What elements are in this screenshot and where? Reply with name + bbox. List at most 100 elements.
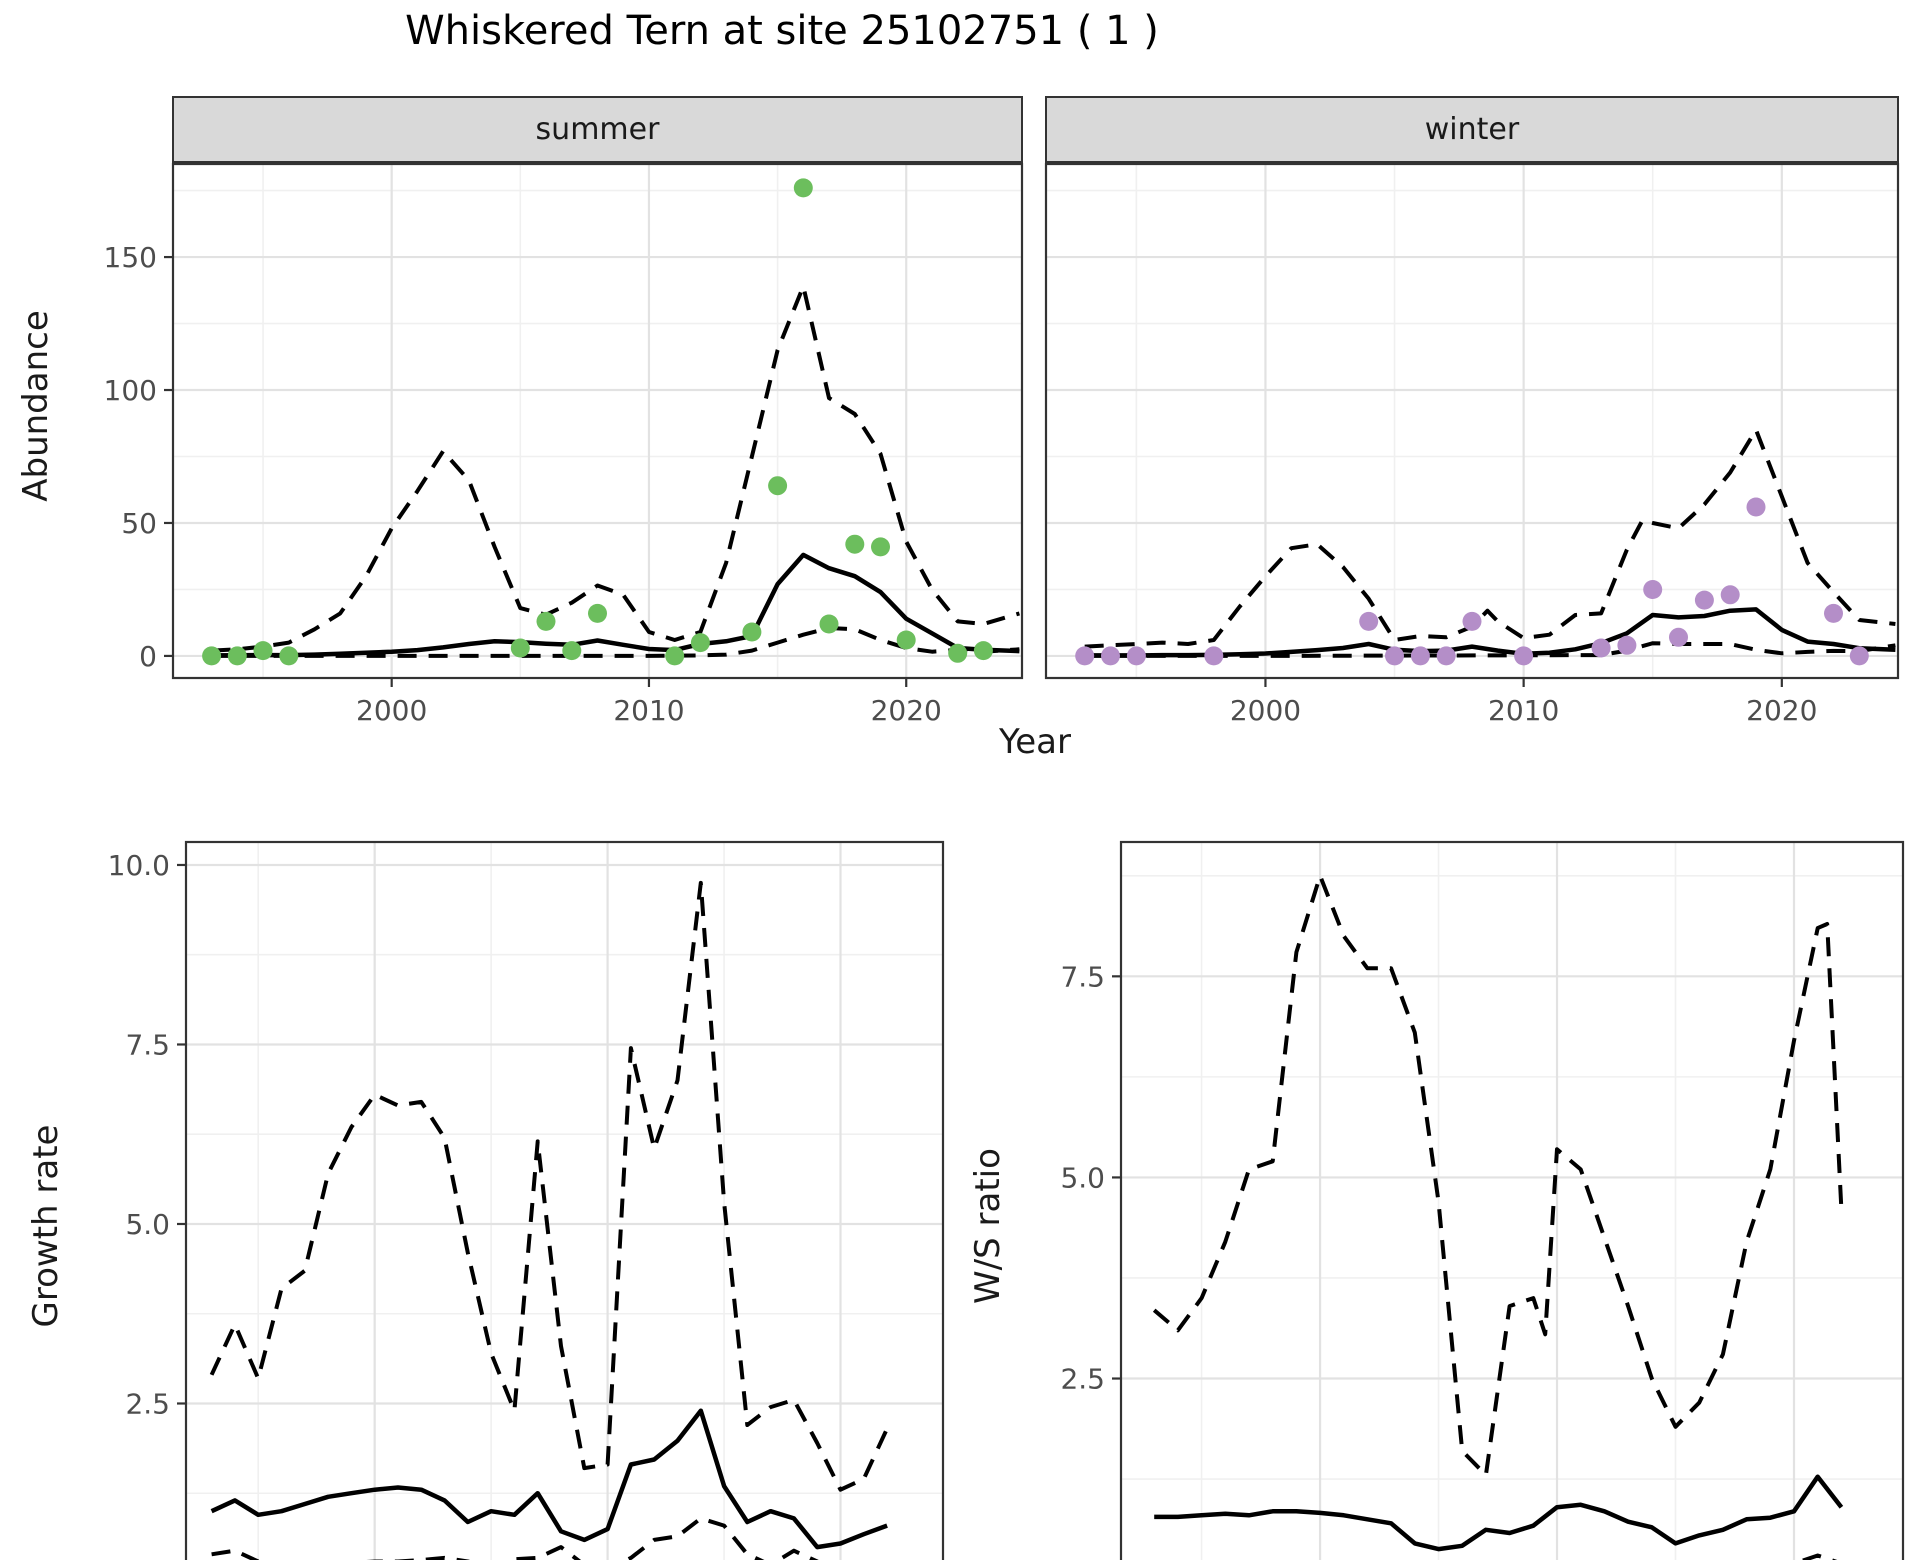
data-point	[536, 611, 556, 631]
gridlines-minor	[1046, 164, 1898, 678]
y-axis-title-growth-rate: Growth rate	[26, 1124, 66, 1328]
data-point	[510, 638, 530, 658]
facet-strip-winter	[1045, 96, 1899, 163]
y-axis-title-abundance: Abundance	[16, 310, 56, 502]
series-upper_ci	[1084, 427, 1896, 649]
y-tick-label: 50	[121, 507, 157, 540]
panel-background	[1046, 164, 1898, 678]
x-tick-label: 2020	[1746, 694, 1817, 727]
facet-strip-summer	[172, 96, 1023, 163]
series-median	[1154, 1474, 1844, 1552]
data-point	[1617, 635, 1637, 655]
data-point	[793, 178, 813, 198]
data-point	[742, 622, 762, 642]
data-point	[227, 646, 247, 666]
series-lower_ci	[211, 1516, 819, 1560]
data-point	[1694, 590, 1714, 610]
y-tick-label: 0	[139, 640, 157, 673]
y-tick-label: 5.0	[125, 1208, 170, 1241]
x-axis-title-year-top: Year	[999, 722, 1071, 762]
series-upper_ci	[211, 284, 1020, 653]
x-tick-label: 2010	[1488, 694, 1559, 727]
data-point	[948, 643, 968, 663]
data-point	[1462, 611, 1482, 631]
series-median	[210, 1408, 888, 1550]
panel-abundance-winter: 2000 2010 2020	[1044, 96, 1900, 727]
data-point	[1101, 646, 1120, 666]
facet-strip-label-summer: summer	[535, 112, 660, 147]
data-point	[973, 641, 993, 661]
y-tick-label: 7.5	[125, 1028, 170, 1061]
observation-points	[202, 178, 993, 666]
series-lower_ci	[1084, 641, 1896, 658]
series-upper_ci	[1152, 873, 1844, 1478]
data-point	[1746, 497, 1766, 517]
x-tick-label: 2010	[613, 694, 684, 727]
data-point	[896, 630, 916, 650]
y-tick-label: 7.5	[1060, 960, 1105, 993]
data-point	[1824, 603, 1843, 623]
data-point	[1436, 646, 1456, 666]
series-upper_ci	[209, 880, 889, 1492]
gridlines-minor	[1121, 842, 1903, 1560]
data-point	[1126, 646, 1146, 666]
series-lower_ci	[211, 626, 1020, 658]
data-point	[1849, 646, 1869, 666]
gridlines-minor	[186, 842, 943, 1560]
data-point	[1204, 646, 1224, 666]
data-point	[1514, 646, 1534, 666]
data-point	[665, 646, 685, 666]
data-point	[1075, 646, 1095, 666]
panel-background	[186, 842, 943, 1560]
y-tick-label: 5.0	[1060, 1161, 1105, 1194]
chart-title: Whiskered Tern at site 25102751 ( 1 )	[405, 8, 1159, 54]
data-point	[202, 646, 222, 666]
data-point	[871, 537, 890, 557]
panel-background	[173, 164, 1022, 678]
facet-strip-label-winter: winter	[1424, 112, 1520, 147]
data-point	[253, 641, 273, 661]
gridlines-major	[186, 842, 943, 1560]
gridlines-major	[1121, 842, 1903, 1560]
gridlines-minor	[173, 164, 1022, 678]
data-point	[1385, 646, 1404, 666]
data-point	[1410, 646, 1430, 666]
data-point	[819, 614, 839, 634]
panel-background	[1121, 842, 1903, 1560]
data-point	[1669, 627, 1688, 647]
y-tick-label: 100	[104, 374, 157, 407]
data-point	[1720, 585, 1740, 605]
series-median	[211, 552, 1020, 658]
panel-border	[184, 840, 945, 1560]
panel-abundance-summer: 2000 2010 2020 0 50 100 150	[104, 96, 1024, 727]
data-point	[690, 633, 710, 653]
observation-points	[1075, 497, 1869, 666]
data-point	[1359, 611, 1379, 631]
data-point	[845, 534, 865, 554]
axis-ticks-and-labels: 2000 2010 2020	[1230, 678, 1817, 727]
y-tick-label: 10.0	[108, 849, 170, 882]
panel-border	[1119, 840, 1905, 1560]
data-point	[768, 476, 788, 496]
data-point	[1643, 580, 1663, 599]
data-point	[562, 641, 582, 661]
x-tick-label: 2000	[356, 694, 427, 727]
data-point	[588, 603, 607, 623]
data-point	[1591, 638, 1611, 658]
x-tick-label: 2000	[1230, 694, 1301, 727]
axis-ticks-and-labels: 2000 2010 2020 0 50 100 150	[104, 241, 942, 727]
y-tick-label: 150	[104, 241, 157, 274]
panel-border	[1044, 162, 1900, 680]
y-axis-title-ws-ratio: W/S ratio	[968, 1148, 1008, 1304]
y-tick-label: 2.5	[125, 1387, 170, 1420]
y-tick-label: 2.5	[1060, 1363, 1105, 1396]
data-point	[279, 646, 299, 666]
panel-border	[171, 162, 1024, 680]
x-tick-label: 2020	[871, 694, 942, 727]
